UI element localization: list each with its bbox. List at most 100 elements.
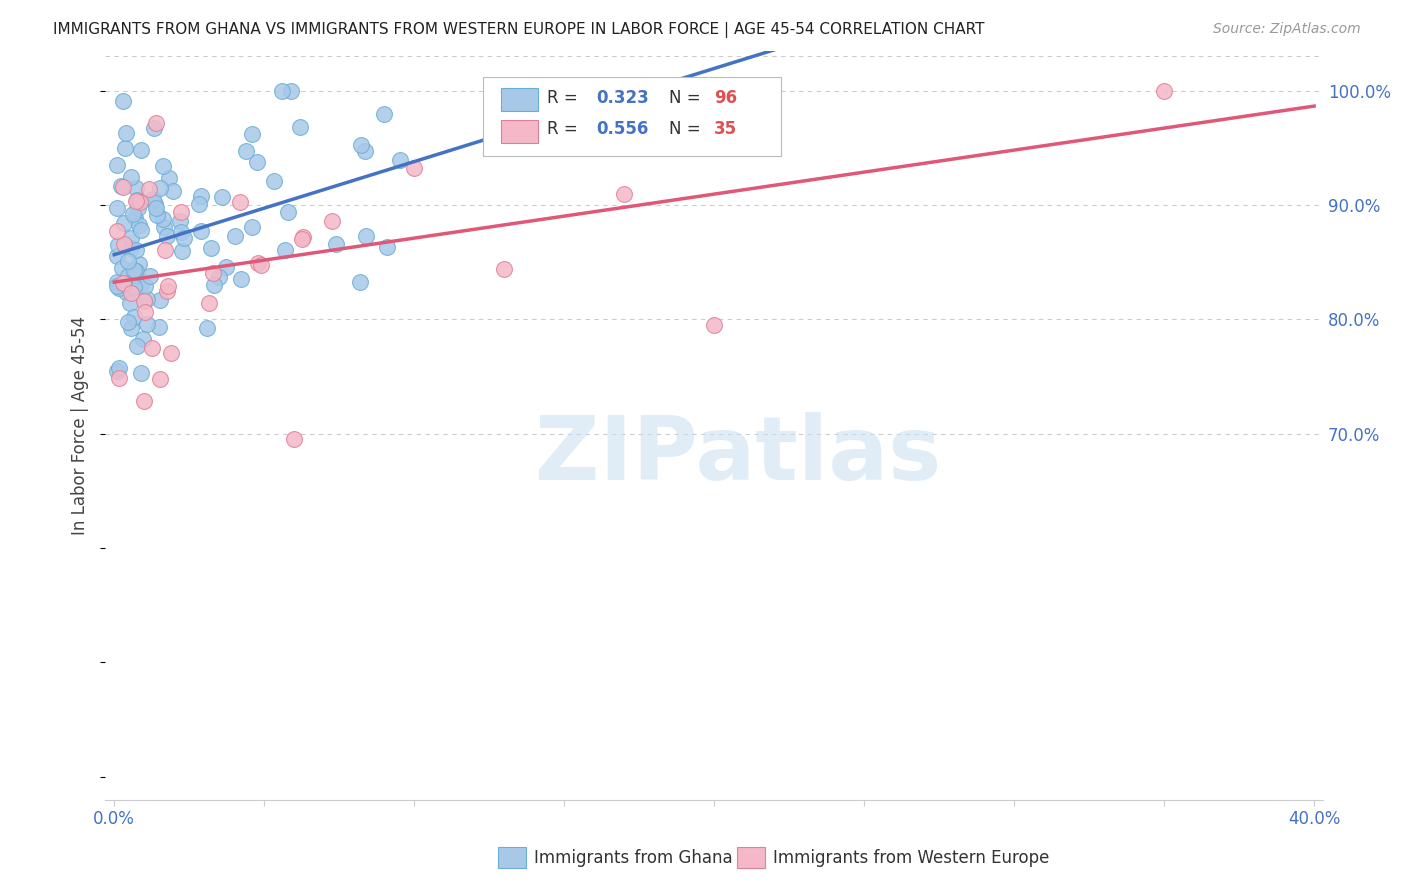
Point [120, 321, 142, 335]
Point [325, 236, 347, 251]
Point [132, 394, 155, 409]
Point [142, 192, 165, 206]
Point [229, 271, 252, 285]
Point [129, 195, 152, 210]
Point [229, 195, 252, 210]
Point [146, 208, 169, 222]
Point [156, 228, 179, 243]
Point [132, 294, 155, 309]
Text: R =: R = [547, 89, 583, 107]
Point [283, 433, 305, 447]
Point [136, 293, 159, 307]
Point [128, 257, 150, 271]
Point [247, 256, 270, 270]
Point [145, 201, 167, 215]
Point [153, 220, 176, 235]
Point [128, 194, 150, 208]
Point [270, 84, 292, 98]
Point [613, 186, 636, 201]
Point [354, 144, 377, 158]
Point [291, 232, 314, 246]
Text: N =: N = [669, 89, 706, 107]
Point [110, 179, 132, 194]
Point [108, 361, 131, 376]
Point [195, 321, 218, 335]
Bar [501, 88, 537, 111]
Point [117, 253, 139, 268]
Point [153, 244, 176, 258]
Point [120, 231, 142, 245]
Point [105, 364, 128, 378]
Text: Source: ZipAtlas.com: Source: ZipAtlas.com [1213, 22, 1361, 37]
Text: 96: 96 [714, 89, 737, 107]
Point [162, 184, 184, 198]
Point [1153, 84, 1175, 98]
Point [141, 341, 163, 355]
Point [149, 180, 172, 194]
Point [240, 128, 263, 142]
Point [112, 276, 135, 290]
Point [494, 261, 516, 276]
Point [125, 193, 148, 207]
Point [202, 278, 225, 293]
Point [127, 339, 149, 353]
Point [122, 279, 145, 293]
Point [280, 84, 302, 98]
Point [139, 268, 162, 283]
Text: IMMIGRANTS FROM GHANA VS IMMIGRANTS FROM WESTERN EUROPE IN LABOR FORCE | AGE 45-: IMMIGRANTS FROM GHANA VS IMMIGRANTS FROM… [53, 22, 986, 38]
Point [349, 275, 371, 289]
Point [288, 120, 311, 135]
Text: R =: R = [547, 120, 583, 138]
Point [129, 223, 152, 237]
Point [135, 318, 157, 332]
Point [169, 214, 191, 228]
Point [246, 155, 269, 169]
Point [156, 284, 179, 298]
Point [152, 212, 174, 227]
Point [122, 263, 145, 277]
Point [128, 218, 150, 232]
Point [134, 278, 156, 293]
Point [157, 278, 180, 293]
Point [121, 241, 143, 255]
Point [356, 228, 378, 243]
Point [129, 366, 152, 380]
Text: N =: N = [669, 120, 706, 138]
Point [375, 240, 398, 254]
Text: 35: 35 [714, 120, 737, 138]
Point [105, 278, 128, 293]
Point [117, 268, 139, 283]
Point [112, 216, 135, 230]
Point [105, 249, 128, 263]
Point [215, 260, 238, 275]
Point [111, 179, 134, 194]
Point [263, 173, 285, 187]
Point [108, 371, 131, 385]
Point [112, 276, 135, 290]
Point [117, 315, 139, 329]
Point [172, 244, 194, 259]
Point [208, 269, 231, 284]
Point [125, 264, 148, 278]
Point [404, 161, 426, 175]
Point [235, 144, 257, 158]
Point [122, 310, 145, 324]
Point [143, 197, 166, 211]
Point [321, 214, 343, 228]
Point [120, 286, 142, 301]
Point [703, 111, 725, 125]
Point [148, 320, 170, 334]
Point [114, 141, 136, 155]
Point [169, 225, 191, 239]
Point [125, 181, 148, 195]
Point [134, 304, 156, 318]
Point [108, 280, 131, 294]
Point [274, 244, 297, 258]
Point [240, 219, 263, 234]
Point [111, 94, 134, 108]
Point [124, 211, 146, 226]
Point [120, 170, 142, 185]
Point [107, 237, 129, 252]
Point [188, 197, 211, 211]
Point [149, 372, 172, 386]
